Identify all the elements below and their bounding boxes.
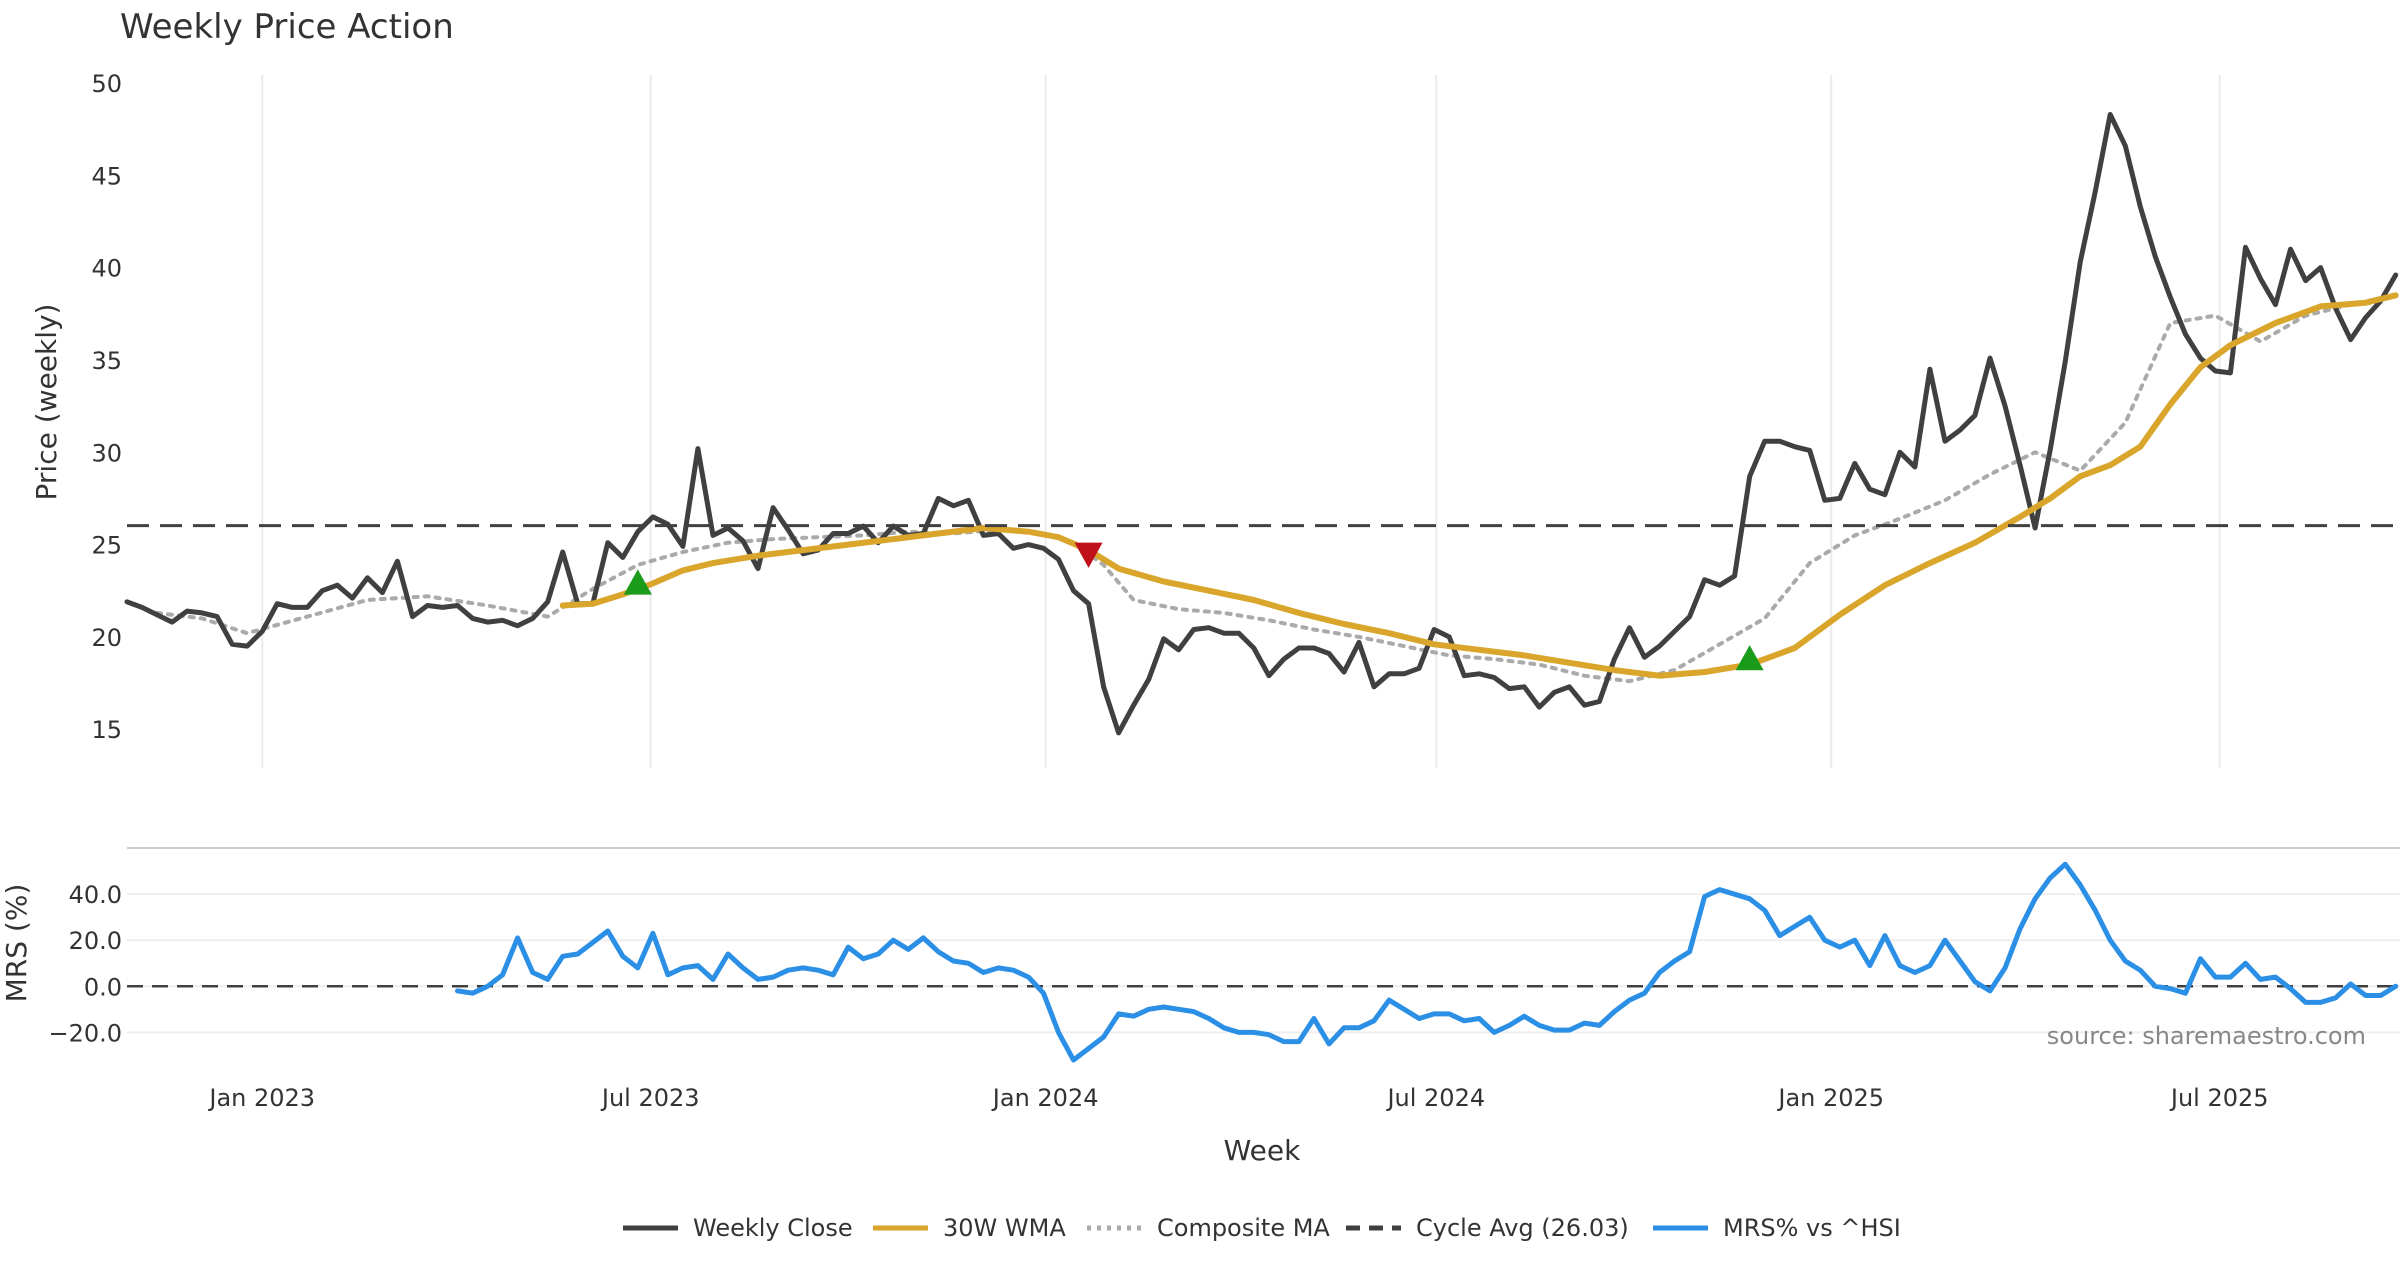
price-series-layer	[124, 111, 2400, 736]
price-y-tick-label: 40	[91, 255, 122, 283]
x-tick-label: Jan 2024	[991, 1084, 1099, 1112]
mrs-y-tick-label: 40.0	[69, 881, 122, 909]
price-y-axis-label: Price (weekly)	[30, 304, 63, 501]
sell-signal-marker	[1074, 542, 1103, 568]
price-y-tick-label: 45	[91, 162, 122, 190]
x-tick-label: Jan 2023	[207, 1084, 315, 1112]
price-y-tick-label: 30	[91, 439, 122, 467]
mrs-y-ticks: 40.0 20.0 0.0 −20.0	[48, 881, 122, 1047]
price-y-ticks: 15 20 25 30 35 40 45 50	[91, 70, 122, 744]
x-tick-label: Jul 2024	[1385, 1084, 1485, 1112]
mrs-y-tick-label: 0.0	[84, 973, 122, 1001]
legend-label: Cycle Avg (26.03)	[1416, 1214, 1629, 1242]
legend-label: Composite MA	[1157, 1214, 1330, 1242]
mrs-line	[455, 861, 2399, 1063]
price-y-tick-label: 25	[91, 532, 122, 560]
price-y-tick-label: 20	[91, 624, 122, 652]
composite-ma-line	[155, 293, 2398, 684]
wma-30w-line	[559, 292, 2399, 679]
legend-label: MRS% vs ^HSI	[1723, 1214, 1901, 1242]
buy-signal-marker	[623, 569, 652, 595]
chart-title: Weekly Price Action	[120, 7, 454, 47]
price-y-tick-label: 50	[91, 70, 122, 98]
mrs-y-tick-label: −20.0	[48, 1019, 122, 1047]
price-y-tick-label: 35	[91, 347, 122, 375]
legend: Weekly Close 30W WMA Composite MA Cycle Avg…	[623, 1214, 1901, 1242]
x-axis-label: Week	[1224, 1134, 1301, 1167]
mrs-series-layer	[127, 861, 2400, 1063]
mrs-y-tick-label: 20.0	[69, 927, 122, 955]
price-grid	[261, 75, 2221, 768]
x-tick-label: Jul 2023	[600, 1084, 700, 1112]
signal-markers	[623, 542, 1764, 671]
x-tick-label: Jan 2025	[1776, 1084, 1884, 1112]
buy-signal-marker	[1735, 645, 1764, 671]
x-axis-ticks: Jan 2023 Jul 2023 Jan 2024 Jul 2024 Jan 2025…	[207, 1084, 2268, 1112]
mrs-y-axis-label: MRS (%)	[0, 884, 33, 1003]
legend-label: 30W WMA	[943, 1214, 1066, 1242]
weekly-close-line	[124, 111, 2399, 736]
legend-label: Weekly Close	[693, 1214, 853, 1242]
mrs-grid	[127, 893, 2400, 1034]
source-credit: source: sharemaestro.com	[2047, 1022, 2366, 1050]
x-tick-label: Jul 2025	[2169, 1084, 2269, 1112]
price-y-tick-label: 15	[91, 716, 122, 744]
